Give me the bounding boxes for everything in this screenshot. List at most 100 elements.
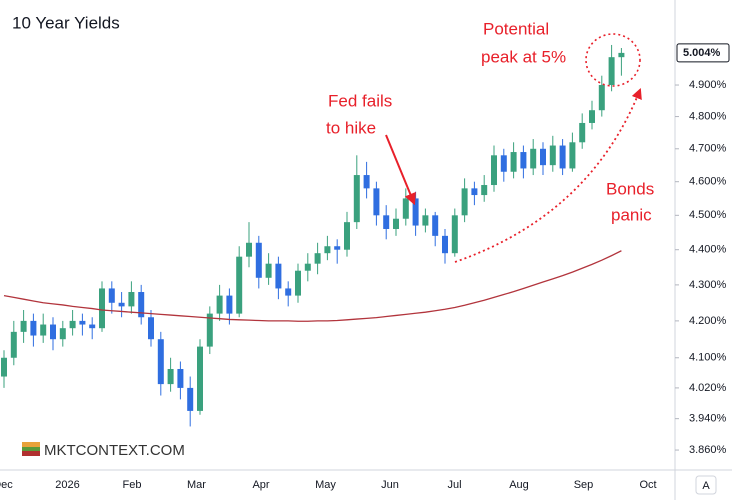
candle-body [314, 253, 321, 264]
candle-body [157, 339, 164, 385]
candle-body [295, 270, 301, 296]
y-tick-label: 4.900% [689, 79, 727, 91]
candle-body [177, 368, 184, 388]
candle-body [451, 215, 458, 254]
x-tick-label: Mar [187, 479, 206, 491]
annotation: to hike [326, 118, 376, 137]
candle-body [1, 357, 7, 377]
candle-body [608, 57, 615, 86]
y-tick-label: 4.700% [689, 143, 727, 155]
candle-body [246, 242, 252, 257]
candle-body [304, 263, 311, 271]
annotation-circle [585, 33, 641, 87]
candle-body [579, 122, 586, 143]
annotation: Potential [483, 19, 549, 38]
candle-body [461, 188, 468, 216]
annotation: panic [611, 205, 652, 224]
candle-body [285, 288, 292, 296]
candle-body [481, 185, 488, 196]
x-tick-label: Jun [381, 479, 399, 491]
candle-body [10, 331, 17, 358]
y-tick-label: 3.860% [689, 444, 727, 456]
x-tick-label: Oct [639, 479, 656, 491]
y-tick-label: 4.020% [689, 382, 727, 394]
y-tick-label: 4.300% [689, 279, 727, 291]
candle-body [510, 152, 517, 172]
last-price-label: 5.004% [683, 47, 721, 59]
annotation-arrow [385, 134, 416, 206]
chart-title: 10 Year Yields [12, 13, 120, 32]
candle-body [353, 175, 360, 223]
candle-body [167, 368, 174, 385]
candle-body [128, 292, 135, 307]
y-tick-label: 4.200% [689, 315, 727, 327]
candle-body [402, 198, 409, 219]
x-tick-label: Dec [0, 479, 13, 491]
annotation: Fed fails [328, 91, 392, 110]
candle-body [275, 263, 282, 289]
x-tick-label: 2026 [55, 479, 79, 491]
candle-body [334, 246, 341, 250]
candle-body [393, 218, 399, 229]
y-tick-label: 4.600% [689, 176, 727, 188]
candle-body [569, 142, 576, 169]
x-tick-label: May [315, 479, 336, 491]
candle-body [118, 302, 125, 307]
watermark-logo [22, 442, 40, 456]
scale-button[interactable] [695, 475, 717, 495]
candle-body [530, 148, 537, 169]
candle-body [363, 175, 370, 189]
y-tick-label: 4.400% [689, 244, 727, 256]
moving-average-line [3, 250, 622, 322]
candle-body [108, 288, 115, 303]
candle-body [598, 85, 605, 111]
candle-body [618, 52, 625, 58]
x-tick-label: Apr [252, 479, 269, 491]
candle-body [559, 145, 566, 169]
candle-body [187, 387, 194, 411]
x-tick-label: Feb [123, 479, 142, 491]
candle-body [324, 246, 331, 254]
candle-body [500, 155, 507, 172]
last-price-box [676, 43, 730, 63]
candle-body [373, 188, 380, 216]
y-tick-label: 4.100% [689, 352, 727, 364]
candle-body [99, 288, 105, 329]
y-tick-label: 4.800% [689, 110, 727, 122]
x-tick-label: Aug [509, 479, 529, 491]
candle-body [432, 215, 439, 236]
candle-body [422, 215, 429, 226]
candle-body [69, 320, 76, 329]
candle-body [412, 198, 419, 226]
candle-body [589, 110, 595, 123]
candle-body [383, 215, 390, 229]
candle-body [30, 320, 37, 336]
scale-button-label[interactable]: A [702, 480, 710, 492]
candle-body [79, 320, 86, 325]
candle-body [265, 263, 272, 278]
candle-body [491, 155, 497, 186]
candle-body [236, 256, 243, 314]
annotation-arrow [454, 87, 642, 263]
candle-body [138, 292, 145, 318]
y-tick-label: 4.500% [689, 209, 727, 221]
annotation: Bonds [606, 179, 654, 198]
axes: 4.900% 4.800% 4.700% 4.600% 4.500% 4.400% 4.30… [675, 43, 730, 456]
x-tick-label: Sep [574, 479, 594, 491]
candle-body [549, 145, 556, 166]
annotation: peak at 5% [481, 47, 566, 66]
candle-body [148, 317, 154, 340]
candle-body [226, 295, 233, 314]
candle-body [255, 242, 262, 278]
x-tick-label: Jul [447, 479, 461, 491]
candle-body [442, 235, 448, 254]
watermark: MKTCONTEXT.COM [44, 442, 185, 459]
plot-area [1, 44, 625, 427]
candle-body [40, 324, 47, 336]
candle-body [197, 346, 203, 411]
candle-body [520, 152, 527, 169]
candle-body [59, 328, 66, 340]
candle-body [50, 324, 56, 340]
